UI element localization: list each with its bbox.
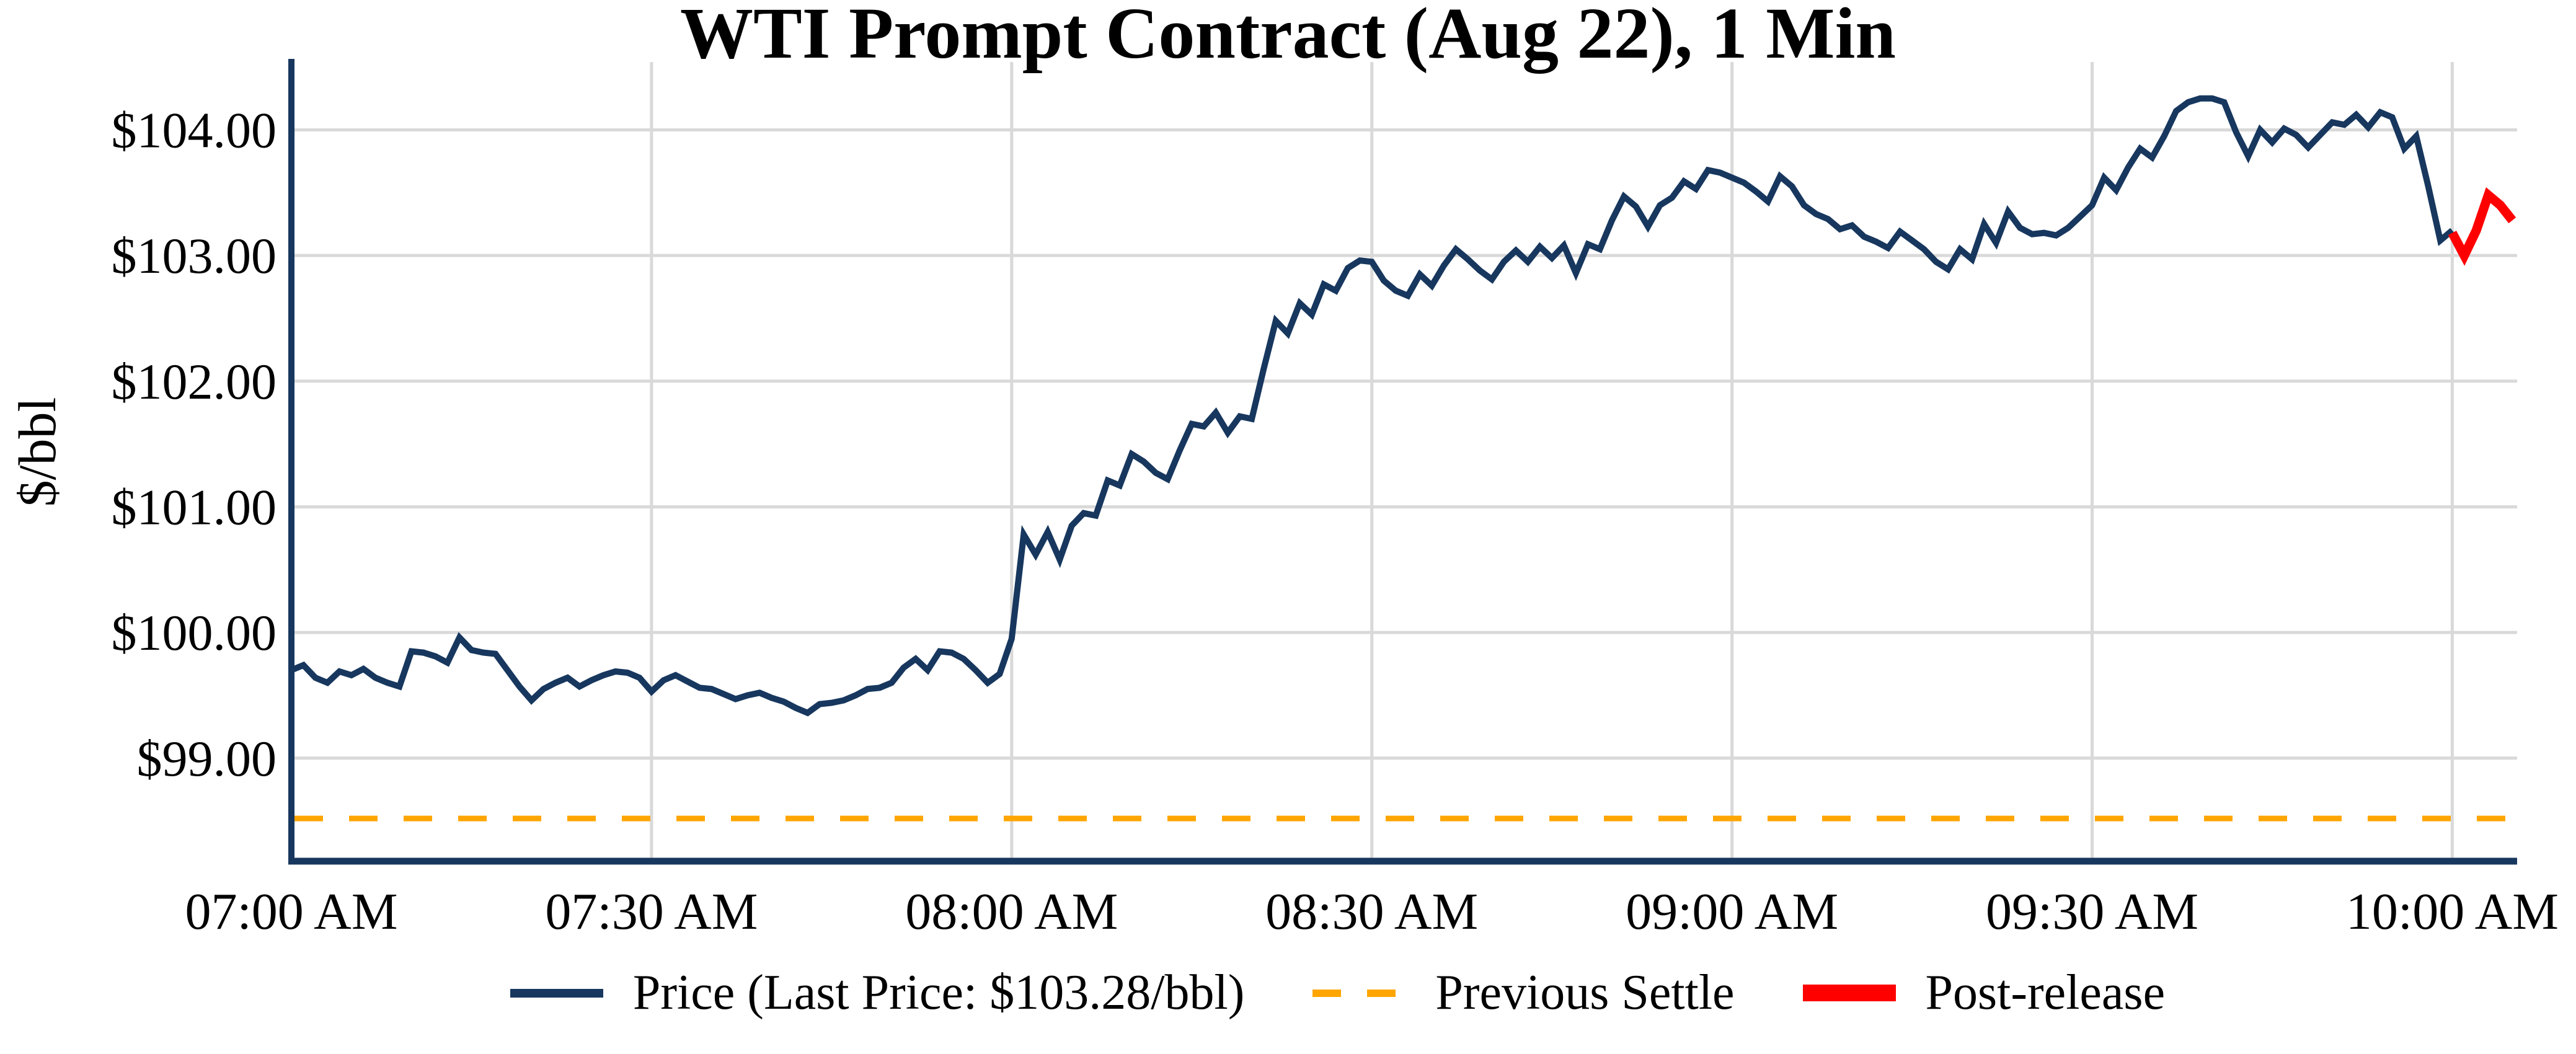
x-tick-label: 09:00 AM (1626, 883, 1838, 941)
y-tick-label: $103.00 (112, 228, 277, 284)
legend-label-post-release: Post-release (1925, 965, 2166, 1020)
legend-item-previous-settle: Previous Settle (1312, 965, 1735, 1021)
post-release-swatch (1802, 985, 1896, 1001)
price-line-swatch (510, 988, 603, 998)
x-tick-label: 09:30 AM (1986, 883, 2198, 941)
y-tick-label: $102.00 (112, 353, 277, 410)
x-tick-label: 08:30 AM (1265, 883, 1478, 941)
y-tick-label: $99.00 (137, 730, 277, 787)
legend-label-previous-settle: Previous Settle (1435, 965, 1735, 1020)
post-release-line (2448, 187, 2516, 266)
legend-item-price: Price (Last Price: $103.28/bbl) (510, 965, 1244, 1021)
chart-title: WTI Prompt Contract (Aug 22), 1 Min (679, 0, 1897, 74)
legend-label-price: Price (Last Price: $103.28/bbl) (632, 965, 1245, 1020)
legend: Price (Last Price: $103.28/bbl) Previous… (99, 965, 2576, 1021)
y-tick-label: $100.00 (112, 604, 277, 661)
x-tick-label: 08:00 AM (905, 883, 1118, 941)
y-tick-label: $101.00 (112, 479, 277, 535)
x-tick-label: 10:00 AM (2346, 883, 2559, 941)
previous-settle-swatch (1312, 989, 1406, 997)
x-tick-label: 07:00 AM (185, 883, 397, 941)
x-tick-label: 07:30 AM (545, 883, 758, 941)
legend-item-post-release: Post-release (1802, 965, 2166, 1021)
y-tick-label: $104.00 (112, 102, 277, 158)
price-line (290, 95, 2454, 717)
